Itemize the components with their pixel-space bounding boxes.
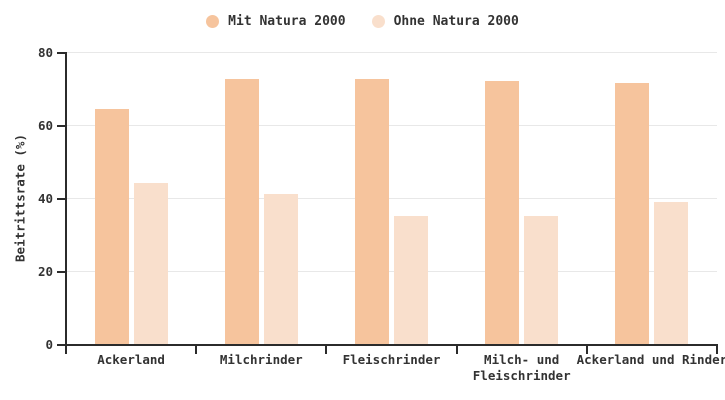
bar-mit-3 bbox=[485, 81, 520, 344]
y-tick-mark-0 bbox=[57, 344, 65, 346]
x-label-4: Ackerland und Rinder bbox=[576, 352, 725, 367]
x-label-0: Ackerland bbox=[97, 352, 165, 367]
y-tick-mark-20 bbox=[57, 271, 65, 273]
bar-ohne-3 bbox=[524, 216, 559, 344]
gridline-20 bbox=[66, 271, 717, 272]
x-tick-mark-2 bbox=[325, 346, 328, 354]
bar-mit-4 bbox=[615, 83, 650, 344]
plot-area bbox=[66, 52, 717, 344]
gridline-60 bbox=[66, 125, 717, 126]
gridline-80 bbox=[66, 52, 717, 53]
y-tick-mark-60 bbox=[57, 125, 65, 127]
x-tick-mark-0 bbox=[65, 346, 67, 354]
y-tick-mark-40 bbox=[57, 198, 65, 200]
x-label-1: Milchrinder bbox=[219, 352, 303, 367]
y-tick-label-80: 80 bbox=[37, 45, 53, 60]
x-tick-mark-3 bbox=[455, 346, 458, 354]
legend-label-mit: Mit Natura 2000 bbox=[228, 14, 346, 29]
x-label-3: Milch- und Fleischrinder bbox=[472, 352, 571, 383]
legend-swatch-ohne-icon bbox=[371, 15, 385, 28]
bar-mit-1 bbox=[224, 79, 259, 344]
gridline-40 bbox=[66, 198, 717, 199]
y-tick-label-20: 20 bbox=[37, 264, 53, 279]
legend-swatch-mit-icon bbox=[206, 15, 220, 28]
bar-ohne-2 bbox=[394, 216, 428, 344]
y-axis-line bbox=[65, 52, 67, 346]
legend-label-ohne: Ohne Natura 2000 bbox=[393, 14, 519, 29]
x-tick-mark-4 bbox=[585, 346, 588, 354]
bar-ohne-1 bbox=[263, 194, 298, 344]
legend: Mit Natura 2000 Ohne Natura 2000 bbox=[0, 14, 725, 29]
bar-ohne-4 bbox=[654, 201, 689, 344]
bar-mit-2 bbox=[355, 79, 389, 344]
y-tick-label-60: 60 bbox=[37, 118, 53, 133]
x-tick-mark-5 bbox=[716, 346, 718, 354]
legend-item-ohne-natura-2000: Ohne Natura 2000 bbox=[371, 14, 519, 29]
bar-ohne-0 bbox=[133, 183, 168, 344]
legend-item-mit-natura-2000: Mit Natura 2000 bbox=[206, 14, 346, 29]
x-axis-line bbox=[65, 344, 718, 346]
y-tick-mark-80 bbox=[57, 52, 65, 54]
bar-mit-0 bbox=[94, 108, 129, 344]
x-label-2: Fleischrinder bbox=[342, 352, 441, 367]
y-tick-label-40: 40 bbox=[37, 191, 53, 206]
y-tick-label-0: 0 bbox=[45, 337, 53, 352]
x-tick-mark-1 bbox=[195, 346, 198, 354]
